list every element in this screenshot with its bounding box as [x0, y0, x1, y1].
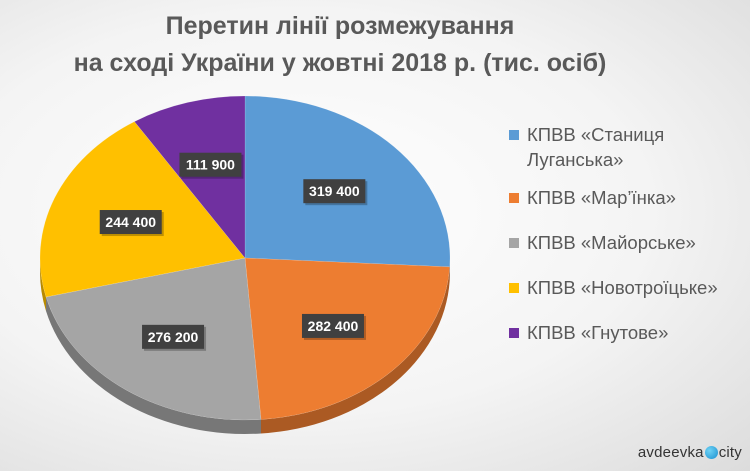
pie-slice-side	[46, 296, 262, 434]
data-label: 111 900	[186, 157, 235, 173]
chart-title-line-2: на сході України у жовтні 2018 р. (тис. …	[73, 49, 607, 77]
legend-item-marinka: КПВВ «Мар’їнка»	[505, 185, 745, 210]
data-label: 276 200	[148, 329, 199, 345]
chart-title: Перетин лінії розмежування на сході Укра…	[60, 8, 620, 82]
legend-label: КПВВ «Майорське»	[527, 232, 696, 253]
legend-swatch	[509, 283, 519, 293]
legend-item-hnutove: КПВВ «Гнутове»	[505, 320, 745, 345]
site-watermark: avdeevka city	[638, 444, 742, 461]
legend-item-novotroitske: КПВВ «Новотроїцьке»	[505, 275, 745, 300]
data-label-box	[303, 179, 366, 204]
data-label-box	[179, 152, 242, 177]
chart-legend: КПВВ «Станиця Луганська» КПВВ «Мар’їнка»…	[505, 122, 745, 365]
legend-label: Луганська»	[527, 149, 624, 170]
watermark-left-text: avdeevka	[637, 444, 704, 461]
data-label: 244 400	[105, 214, 156, 230]
legend-swatch	[509, 193, 519, 203]
chart-title-line-1: Перетин лінії розмежування	[165, 12, 515, 40]
pie-slice	[244, 257, 450, 420]
pie-slice-side	[40, 258, 47, 311]
data-label-box	[301, 313, 364, 338]
legend-swatch	[509, 130, 519, 140]
data-label: 282 400	[308, 318, 359, 334]
pie-slice	[134, 95, 246, 259]
pie-slice-side	[261, 266, 450, 434]
legend-item-maiorske: КПВВ «Майорське»	[505, 230, 745, 255]
legend-label: КПВВ «Гнутове»	[527, 322, 669, 343]
legend-swatch	[509, 328, 519, 338]
data-label-box	[99, 210, 162, 235]
watermark-right-text: city	[718, 444, 742, 461]
legend-item-stanytsia-luhanska: КПВВ «Станиця Луганська»	[505, 122, 745, 172]
globe-icon	[704, 446, 718, 459]
legend-label: КПВВ «Мар’їнка»	[527, 187, 676, 208]
data-label: 319 400	[309, 183, 360, 199]
legend-label: КПВВ «Станиця	[527, 124, 665, 145]
pie-slice	[39, 121, 246, 298]
legend-swatch	[509, 238, 519, 248]
data-label-box	[142, 324, 205, 349]
legend-label: КПВВ «Новотроїцьке»	[527, 277, 718, 298]
